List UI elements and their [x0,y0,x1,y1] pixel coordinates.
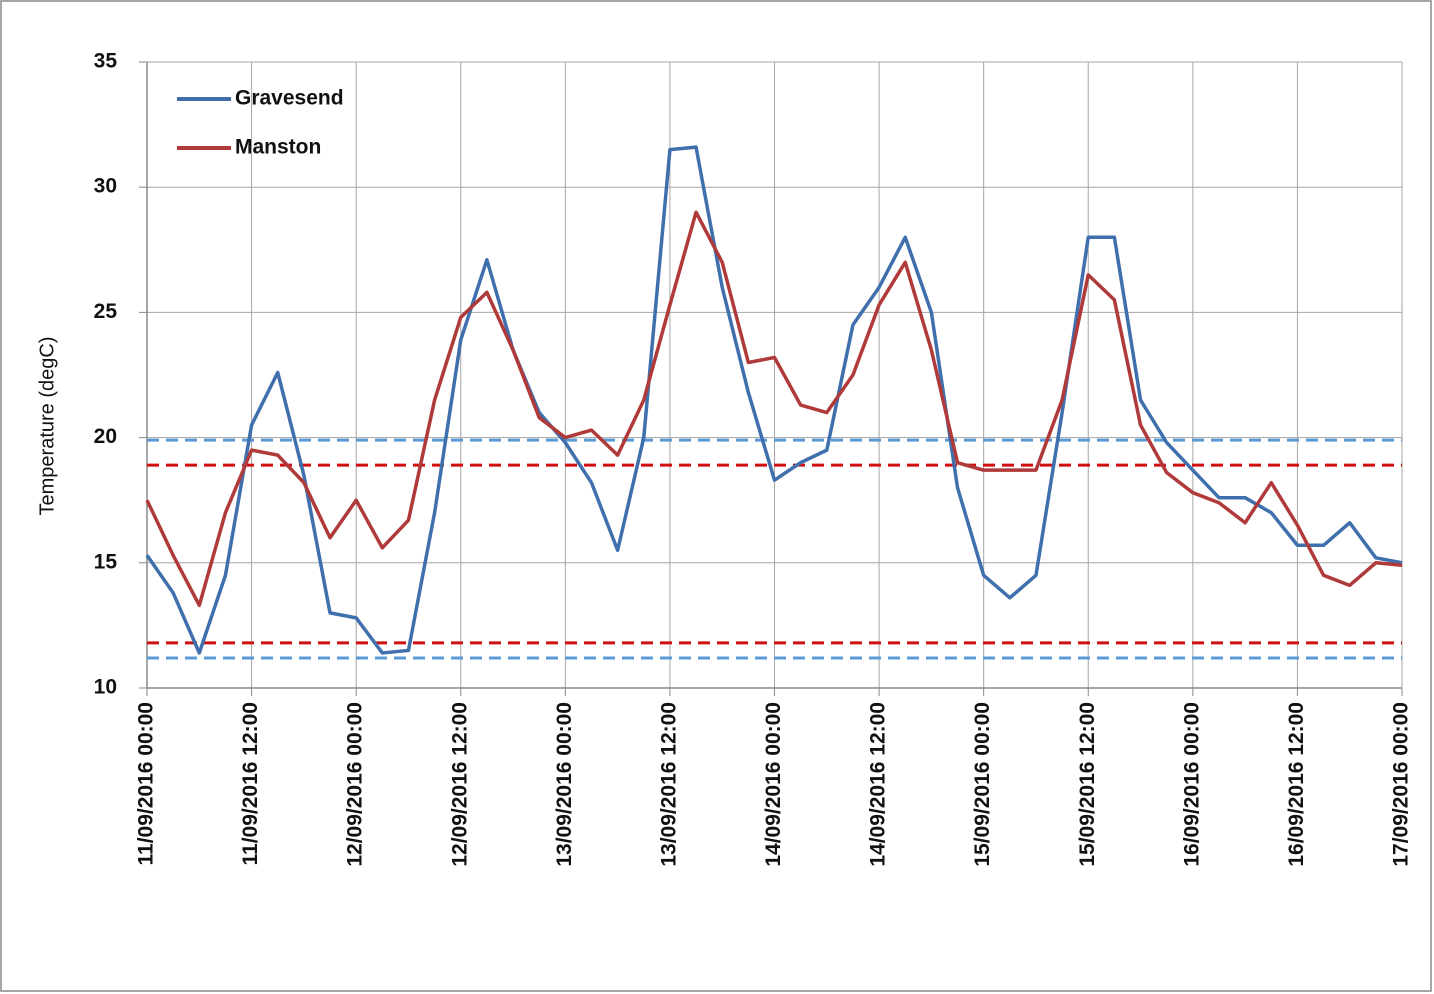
x-tick-label: 13/09/2016 12:00 [657,702,680,867]
legend-label: Gravesend [235,87,344,110]
x-tick-label: 12/09/2016 00:00 [344,702,367,867]
x-tick-label: 11/09/2016 12:00 [239,702,262,866]
series-line [145,210,1403,608]
y-tick-label: 20 [94,425,117,448]
x-tick-label: 17/09/2016 00:00 [1390,702,1413,867]
y-tick-label: 25 [94,300,118,323]
y-axis-title: Temperature (degC) [36,337,58,516]
y-tick-label: 30 [94,175,117,198]
x-tick-label: 15/09/2016 00:00 [971,702,994,867]
series-line [145,145,1403,655]
x-tick-label: 15/09/2016 12:00 [1076,702,1099,867]
legend-label: Manston [235,136,321,159]
x-tick-label: 14/09/2016 00:00 [762,702,785,867]
y-tick-label: 15 [94,550,118,573]
x-tick-label: 16/09/2016 12:00 [1285,702,1308,867]
x-tick-label: 11/09/2016 00:00 [135,702,158,866]
y-tick-label: 10 [94,676,117,699]
x-tick-label: 12/09/2016 12:00 [448,702,471,867]
y-tick-label: 35 [94,50,118,73]
x-tick-label: 13/09/2016 00:00 [553,702,576,867]
x-tick-label: 14/09/2016 12:00 [867,702,890,867]
x-tick-label: 16/09/2016 00:00 [1180,702,1203,867]
